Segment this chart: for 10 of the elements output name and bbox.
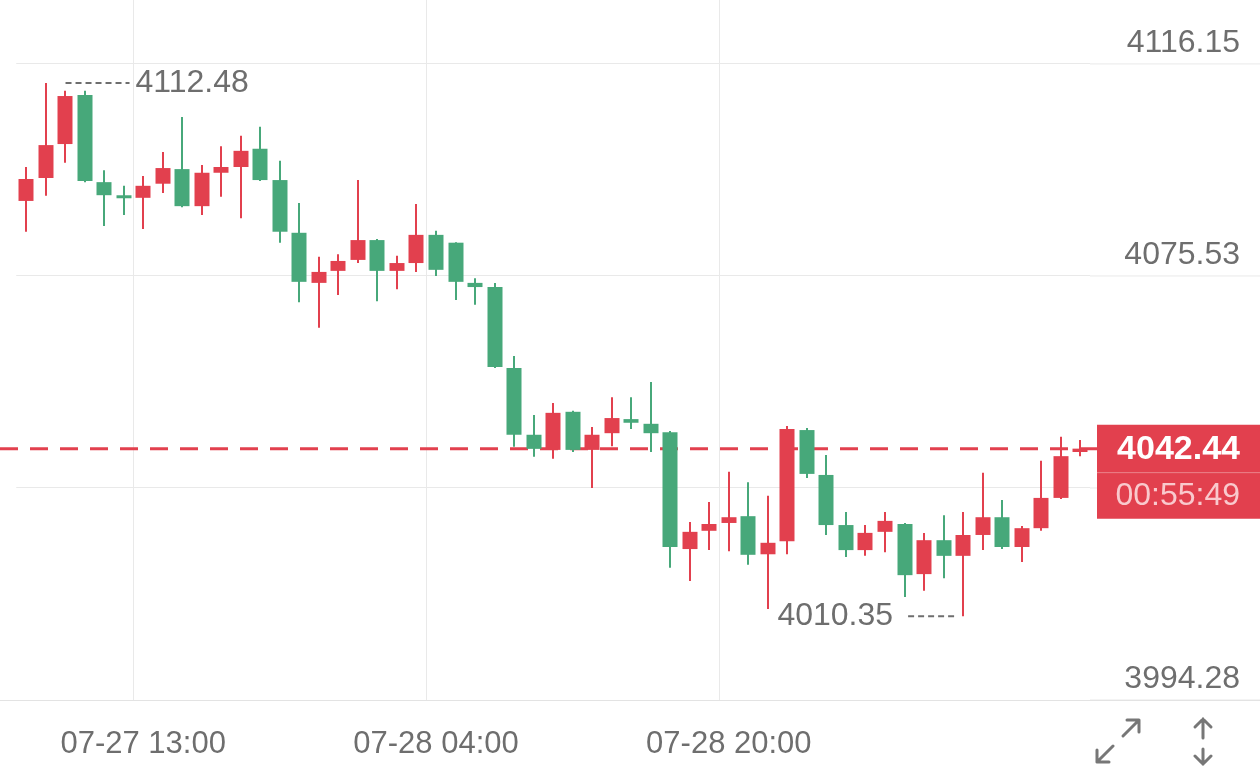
x-tick-label: 07-27 13:00: [60, 725, 226, 761]
x-tick-label: 07-28 04:00: [353, 725, 519, 761]
annotation: 4010.35: [777, 595, 894, 632]
ref-line-label: 4042.44: [1117, 428, 1241, 467]
y-tick-label: 3994.28: [1124, 659, 1240, 695]
y-tick-label: 4075.53: [1124, 234, 1240, 271]
x-tick-label: 07-28 20:00: [646, 725, 812, 761]
annotation: 4112.48: [135, 62, 249, 99]
text: 00:55:49: [1115, 476, 1240, 513]
y-tick-label: 4116.15: [1126, 22, 1240, 59]
